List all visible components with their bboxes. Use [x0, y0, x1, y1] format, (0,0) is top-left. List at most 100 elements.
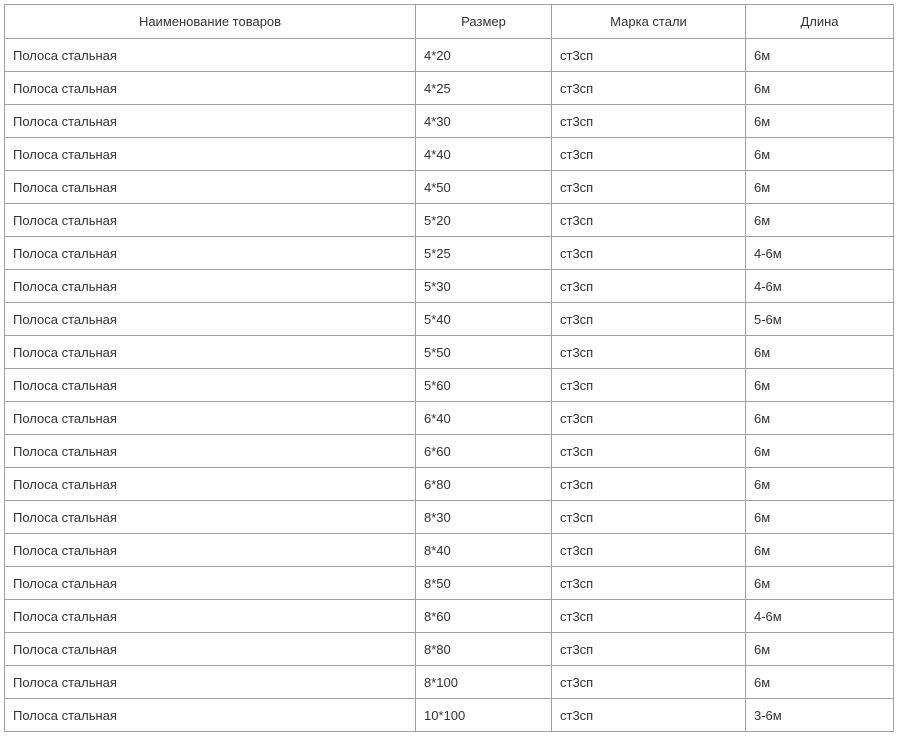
cell-name: Полоса стальная — [5, 171, 416, 204]
cell-name: Полоса стальная — [5, 369, 416, 402]
cell-name: Полоса стальная — [5, 666, 416, 699]
cell-grade: ст3сп — [552, 270, 746, 303]
cell-size: 8*100 — [416, 666, 552, 699]
cell-grade: ст3сп — [552, 501, 746, 534]
cell-name: Полоса стальная — [5, 237, 416, 270]
table-row: Полоса стальная 6*60 ст3сп 6м — [5, 435, 894, 468]
table-row: Полоса стальная 8*30 ст3сп 6м — [5, 501, 894, 534]
cell-name: Полоса стальная — [5, 501, 416, 534]
cell-size: 5*30 — [416, 270, 552, 303]
cell-len: 6м — [746, 336, 894, 369]
cell-len: 6м — [746, 204, 894, 237]
table-row: Полоса стальная 5*20 ст3сп 6м — [5, 204, 894, 237]
cell-size: 5*50 — [416, 336, 552, 369]
cell-len: 6м — [746, 171, 894, 204]
cell-size: 4*30 — [416, 105, 552, 138]
table-row: Полоса стальная 5*30 ст3сп 4-6м — [5, 270, 894, 303]
cell-name: Полоса стальная — [5, 303, 416, 336]
cell-name: Полоса стальная — [5, 138, 416, 171]
cell-name: Полоса стальная — [5, 336, 416, 369]
cell-size: 8*50 — [416, 567, 552, 600]
cell-len: 3-6м — [746, 699, 894, 732]
cell-name: Полоса стальная — [5, 534, 416, 567]
cell-len: 6м — [746, 402, 894, 435]
table-row: Полоса стальная 4*25 ст3сп 6м — [5, 72, 894, 105]
cell-size: 8*80 — [416, 633, 552, 666]
cell-len: 6м — [746, 633, 894, 666]
table-row: Полоса стальная 8*100 ст3сп 6м — [5, 666, 894, 699]
cell-size: 6*40 — [416, 402, 552, 435]
cell-size: 6*80 — [416, 468, 552, 501]
table-body: Полоса стальная 4*20 ст3сп 6м Полоса ста… — [5, 39, 894, 732]
cell-len: 4-6м — [746, 270, 894, 303]
table-row: Полоса стальная 10*100 ст3сп 3-6м — [5, 699, 894, 732]
cell-len: 4-6м — [746, 237, 894, 270]
cell-grade: ст3сп — [552, 369, 746, 402]
cell-size: 4*25 — [416, 72, 552, 105]
cell-grade: ст3сп — [552, 204, 746, 237]
cell-len: 6м — [746, 369, 894, 402]
table-row: Полоса стальная 6*80 ст3сп 6м — [5, 468, 894, 501]
cell-size: 4*50 — [416, 171, 552, 204]
table-row: Полоса стальная 8*60 ст3сп 4-6м — [5, 600, 894, 633]
cell-name: Полоса стальная — [5, 600, 416, 633]
table-row: Полоса стальная 8*40 ст3сп 6м — [5, 534, 894, 567]
table-row: Полоса стальная 8*50 ст3сп 6м — [5, 567, 894, 600]
table-row: Полоса стальная 4*50 ст3сп 6м — [5, 171, 894, 204]
cell-grade: ст3сп — [552, 600, 746, 633]
cell-size: 10*100 — [416, 699, 552, 732]
cell-size: 4*20 — [416, 39, 552, 72]
cell-len: 6м — [746, 501, 894, 534]
cell-size: 8*60 — [416, 600, 552, 633]
cell-size: 4*40 — [416, 138, 552, 171]
cell-size: 8*30 — [416, 501, 552, 534]
cell-len: 6м — [746, 72, 894, 105]
cell-len: 4-6м — [746, 600, 894, 633]
cell-len: 5-6м — [746, 303, 894, 336]
cell-len: 6м — [746, 567, 894, 600]
cell-name: Полоса стальная — [5, 204, 416, 237]
cell-size: 8*40 — [416, 534, 552, 567]
cell-grade: ст3сп — [552, 138, 746, 171]
table-row: Полоса стальная 5*25 ст3сп 4-6м — [5, 237, 894, 270]
cell-name: Полоса стальная — [5, 468, 416, 501]
cell-size: 6*60 — [416, 435, 552, 468]
cell-len: 6м — [746, 468, 894, 501]
cell-name: Полоса стальная — [5, 699, 416, 732]
cell-size: 5*40 — [416, 303, 552, 336]
cell-grade: ст3сп — [552, 567, 746, 600]
cell-name: Полоса стальная — [5, 435, 416, 468]
cell-grade: ст3сп — [552, 633, 746, 666]
table-row: Полоса стальная 6*40 ст3сп 6м — [5, 402, 894, 435]
cell-len: 6м — [746, 666, 894, 699]
cell-grade: ст3сп — [552, 534, 746, 567]
cell-size: 5*60 — [416, 369, 552, 402]
table-row: Полоса стальная 5*60 ст3сп 6м — [5, 369, 894, 402]
cell-grade: ст3сп — [552, 171, 746, 204]
cell-name: Полоса стальная — [5, 567, 416, 600]
cell-name: Полоса стальная — [5, 72, 416, 105]
cell-size: 5*25 — [416, 237, 552, 270]
cell-len: 6м — [746, 435, 894, 468]
col-header-size: Размер — [416, 5, 552, 39]
cell-name: Полоса стальная — [5, 402, 416, 435]
col-header-len: Длина — [746, 5, 894, 39]
cell-grade: ст3сп — [552, 237, 746, 270]
cell-grade: ст3сп — [552, 72, 746, 105]
cell-len: 6м — [746, 534, 894, 567]
table-row: Полоса стальная 5*40 ст3сп 5-6м — [5, 303, 894, 336]
cell-grade: ст3сп — [552, 39, 746, 72]
cell-name: Полоса стальная — [5, 39, 416, 72]
cell-grade: ст3сп — [552, 105, 746, 138]
cell-size: 5*20 — [416, 204, 552, 237]
cell-grade: ст3сп — [552, 435, 746, 468]
table-header-row: Наименование товаров Размер Марка стали … — [5, 5, 894, 39]
col-header-grade: Марка стали — [552, 5, 746, 39]
cell-len: 6м — [746, 105, 894, 138]
col-header-name: Наименование товаров — [5, 5, 416, 39]
cell-name: Полоса стальная — [5, 270, 416, 303]
cell-grade: ст3сп — [552, 666, 746, 699]
cell-name: Полоса стальная — [5, 633, 416, 666]
cell-grade: ст3сп — [552, 699, 746, 732]
cell-grade: ст3сп — [552, 303, 746, 336]
